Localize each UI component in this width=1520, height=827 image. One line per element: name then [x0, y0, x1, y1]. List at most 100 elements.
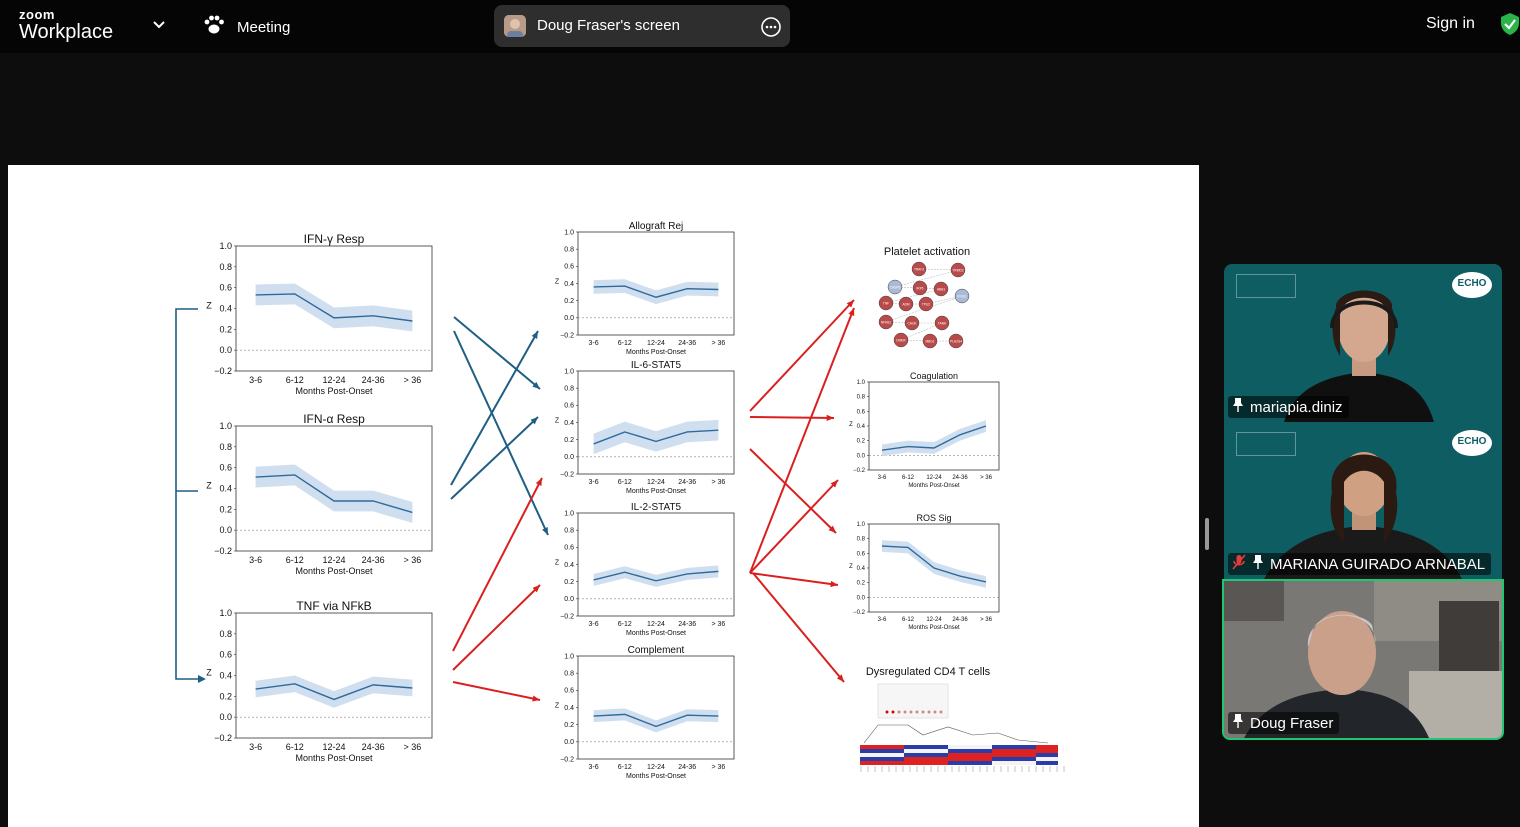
- security-shield-icon[interactable]: [1500, 12, 1520, 41]
- y-tick-label: 0.0: [564, 315, 574, 322]
- meeting-menu-button[interactable]: Meeting: [203, 15, 290, 39]
- y-tick-label: 1.0: [857, 522, 866, 528]
- more-options-icon[interactable]: [760, 16, 782, 43]
- x-tick-label: 3-6: [249, 742, 262, 752]
- heatmap-cell: [915, 745, 926, 749]
- panel-resize-handle[interactable]: [1205, 518, 1209, 550]
- y-tick-label: 0.2: [564, 437, 574, 444]
- x-tick-label: 12-24: [322, 555, 345, 565]
- y-tick-label: 0.6: [219, 463, 232, 473]
- arrow: [749, 299, 855, 412]
- heatmap-cell: [1047, 753, 1058, 757]
- x-tick-label: 12-24: [647, 764, 665, 771]
- heatmap-cell: [893, 761, 904, 765]
- participant-tile-mariana[interactable]: ECHO MARIANA GUIRADO ARNABAL: [1224, 422, 1502, 579]
- panel-frame: [235, 612, 433, 739]
- heatmap-cell: [1036, 753, 1047, 757]
- arrow: [453, 330, 549, 536]
- heatmap-cell: [1047, 761, 1058, 765]
- y-tick-label: 0.6: [857, 551, 866, 557]
- x-tick-label: 24-36: [678, 764, 696, 771]
- heatmap-cell: [959, 753, 970, 757]
- pin-icon[interactable]: [1232, 397, 1244, 417]
- heatmap-cell: [893, 753, 904, 757]
- y-axis-label: Z: [849, 564, 853, 570]
- x-tick-label: 3-6: [589, 621, 599, 628]
- heatmap-cell: [992, 749, 1003, 753]
- arrow: [450, 416, 539, 500]
- legend-dot: [909, 710, 913, 714]
- arrowhead: [531, 331, 538, 339]
- legend-dot: [897, 710, 901, 714]
- heatmap-cell: [937, 753, 948, 757]
- x-tick-label: 24-36: [362, 742, 385, 752]
- panel-title: TNF via NFkB: [296, 599, 371, 613]
- heatmap-cell: [871, 753, 882, 757]
- network-node-label: DNMX: [896, 339, 906, 343]
- x-tick-label: > 36: [404, 375, 422, 385]
- legend-dot: [921, 710, 925, 714]
- network-node-label: CHUK: [907, 322, 917, 326]
- participant-tile-doug-active-speaker[interactable]: Doug Fraser: [1222, 579, 1504, 740]
- arrowhead: [848, 308, 855, 316]
- network-node-label: NFKB1: [881, 321, 892, 325]
- heatmap-cell: [948, 749, 959, 753]
- panel-title: IL-6-STAT5: [631, 360, 682, 371]
- sign-in-link[interactable]: Sign in: [1426, 15, 1475, 32]
- network-node: [878, 295, 894, 311]
- x-axis-label: Months Post-Onset: [908, 483, 960, 489]
- heatmap-cell: [882, 757, 893, 761]
- heatmap-cell: [915, 757, 926, 761]
- network-node: [904, 315, 920, 331]
- pin-icon[interactable]: [1252, 554, 1264, 574]
- x-tick-label: 3-6: [589, 764, 599, 771]
- y-tick-label: 0.0: [564, 596, 574, 603]
- x-tick-label: > 36: [404, 555, 422, 565]
- network-title: Platelet activation: [884, 246, 970, 258]
- participant-tile-mariapia[interactable]: ECHO mariapia.diniz: [1224, 264, 1502, 422]
- x-tick-label: 12-24: [926, 617, 942, 623]
- series-line: [255, 683, 413, 701]
- confidence-band: [255, 464, 413, 523]
- series-line: [881, 425, 987, 451]
- x-tick-label: 24-36: [678, 621, 696, 628]
- y-tick-label: 1.0: [857, 380, 866, 386]
- heatmap-cell: [871, 757, 882, 761]
- x-tick-label: 6-12: [618, 621, 632, 628]
- heatmap-cell: [959, 761, 970, 765]
- heatmap-cell: [1036, 749, 1047, 753]
- panel-title: ROS Sig: [916, 513, 951, 523]
- screen-share-indicator[interactable]: Doug Fraser's screen: [494, 5, 790, 47]
- zoom-workplace-logo: zoom Workplace: [19, 8, 113, 42]
- y-tick-label: −0.2: [853, 610, 866, 616]
- x-tick-label: > 36: [980, 617, 993, 623]
- heatmap-cell: [981, 757, 992, 761]
- y-tick-label: −0.2: [214, 733, 232, 743]
- y-tick-label: 0.8: [564, 671, 574, 678]
- heatmap-cell: [970, 749, 981, 753]
- y-tick-label: 0.2: [219, 504, 232, 514]
- y-axis-label: Z: [849, 422, 853, 428]
- chevron-down-icon[interactable]: [152, 18, 166, 37]
- heatmap-cell: [1003, 761, 1014, 765]
- network-node: [934, 315, 950, 331]
- x-axis-label: Months Post-Onset: [626, 488, 686, 495]
- x-tick-label: 24-36: [362, 375, 385, 385]
- top-bar: zoom Workplace Meeting Doug Fraser's scr…: [0, 0, 1520, 53]
- pin-icon[interactable]: [1232, 713, 1244, 733]
- confidence-band: [882, 420, 986, 457]
- heatmap-cell: [915, 753, 926, 757]
- network-node: [918, 296, 934, 312]
- network-node-label: PLA2G4: [950, 340, 962, 344]
- x-tick-label: > 36: [711, 340, 725, 347]
- y-tick-label: 0.0: [219, 712, 232, 722]
- heatmap-cell: [1025, 753, 1036, 757]
- heatmap-cell: [1025, 745, 1036, 749]
- y-tick-label: 1.0: [564, 368, 574, 375]
- arrow: [752, 572, 845, 683]
- legend-dot: [915, 710, 919, 714]
- x-tick-label: 12-24: [647, 479, 665, 486]
- y-tick-label: 0.2: [564, 298, 574, 305]
- network-node: [893, 332, 909, 348]
- heatmap-cell: [1003, 757, 1014, 761]
